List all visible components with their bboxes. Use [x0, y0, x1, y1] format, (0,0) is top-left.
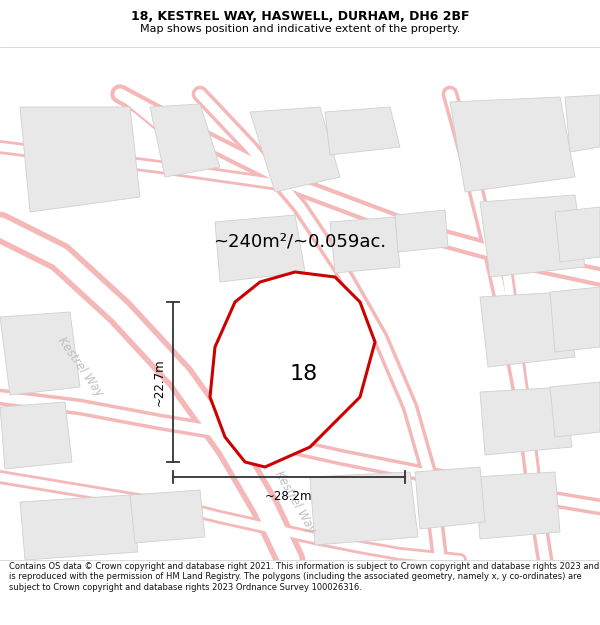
Polygon shape: [330, 217, 400, 273]
Polygon shape: [475, 472, 560, 539]
Text: Contains OS data © Crown copyright and database right 2021. This information is : Contains OS data © Crown copyright and d…: [9, 562, 599, 592]
Polygon shape: [550, 382, 600, 437]
Text: 18, KESTREL WAY, HASWELL, DURHAM, DH6 2BF: 18, KESTREL WAY, HASWELL, DURHAM, DH6 2B…: [131, 11, 469, 23]
Polygon shape: [395, 210, 448, 252]
Polygon shape: [0, 402, 72, 469]
Polygon shape: [550, 287, 600, 352]
Polygon shape: [325, 107, 400, 155]
Polygon shape: [310, 472, 418, 545]
Polygon shape: [20, 107, 140, 212]
Polygon shape: [480, 195, 585, 277]
Polygon shape: [20, 495, 138, 560]
Text: Kestrel Way: Kestrel Way: [272, 469, 318, 536]
Polygon shape: [450, 97, 575, 192]
Polygon shape: [480, 387, 572, 455]
Text: 18: 18: [290, 364, 318, 384]
Text: ~240m²/~0.059ac.: ~240m²/~0.059ac.: [214, 233, 386, 251]
Text: Kestrel Way: Kestrel Way: [55, 335, 106, 399]
Polygon shape: [555, 207, 600, 262]
Polygon shape: [565, 95, 600, 152]
Text: ~22.7m: ~22.7m: [152, 358, 166, 406]
Polygon shape: [250, 107, 340, 192]
Polygon shape: [0, 312, 80, 395]
Text: Map shows position and indicative extent of the property.: Map shows position and indicative extent…: [140, 24, 460, 34]
Polygon shape: [130, 490, 205, 543]
Polygon shape: [150, 104, 220, 177]
Polygon shape: [215, 215, 305, 282]
Polygon shape: [480, 292, 575, 367]
Text: ~28.2m: ~28.2m: [265, 491, 313, 504]
Polygon shape: [415, 467, 485, 529]
Polygon shape: [210, 272, 375, 467]
